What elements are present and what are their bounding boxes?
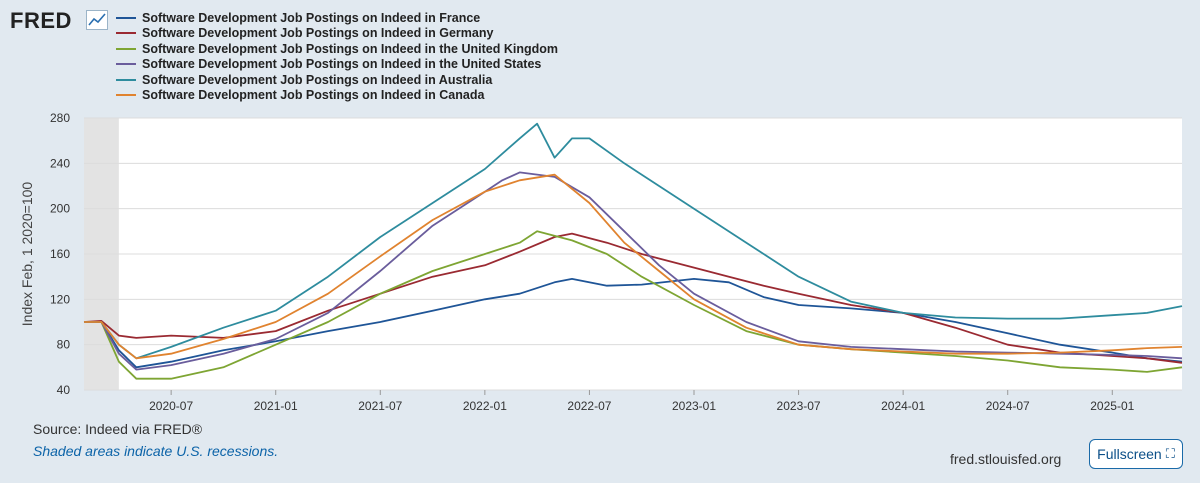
series-line [84, 277, 1183, 369]
y-tick-label: 200 [50, 202, 70, 216]
legend-item[interactable]: Software Development Job Postings on Ind… [116, 10, 558, 26]
series-line [84, 173, 1183, 360]
x-tick-label: 2023-07 [777, 399, 821, 413]
legend-label: Software Development Job Postings on Ind… [142, 72, 493, 87]
y-axis-label: Index Feb, 1 2020=100 [19, 182, 35, 327]
legend-label: Software Development Job Postings on Ind… [142, 41, 558, 56]
y-tick-label: 280 [50, 111, 70, 125]
legend-swatch [116, 47, 136, 50]
fullscreen-button[interactable]: Fullscreen ⛶ [1089, 439, 1183, 469]
recession-note: Shaded areas indicate U.S. recessions. [33, 443, 279, 459]
source-text: Source: Indeed via FRED® [33, 421, 203, 437]
chart-legend: Software Development Job Postings on Ind… [116, 10, 558, 103]
x-tick-label: 2024-07 [986, 399, 1030, 413]
x-tick-label: 2020-07 [149, 399, 193, 413]
legend-item[interactable]: Software Development Job Postings on Ind… [116, 41, 558, 57]
x-tick-label: 2024-01 [881, 399, 925, 413]
legend-label: Software Development Job Postings on Ind… [142, 88, 485, 103]
legend-item[interactable]: Software Development Job Postings on Ind… [116, 57, 558, 73]
series-line [84, 230, 1183, 380]
x-tick-label: 2021-07 [358, 399, 402, 413]
y-tick-label: 80 [57, 338, 71, 352]
graph-icon [86, 10, 108, 30]
legend-swatch [116, 16, 136, 19]
legend-swatch [116, 63, 136, 66]
legend-label: Software Development Job Postings on Ind… [142, 10, 481, 25]
legend-item[interactable]: Software Development Job Postings on Ind… [116, 72, 558, 88]
legend-item[interactable]: Software Development Job Postings on Ind… [116, 26, 558, 42]
fullscreen-label: Fullscreen [1097, 446, 1162, 462]
legend-label: Software Development Job Postings on Ind… [142, 57, 542, 72]
expand-icon: ⛶ [1165, 446, 1175, 461]
legend-swatch [116, 94, 136, 97]
y-tick-label: 40 [57, 383, 71, 397]
x-tick-label: 2022-01 [463, 399, 507, 413]
legend-item[interactable]: Software Development Job Postings on Ind… [116, 88, 558, 104]
series-line [84, 122, 1183, 360]
x-tick-label: 2021-01 [254, 399, 298, 413]
y-tick-label: 160 [50, 247, 70, 261]
legend-swatch [116, 78, 136, 81]
x-tick-label: 2023-01 [672, 399, 716, 413]
x-tick-label: 2022-07 [567, 399, 611, 413]
y-tick-label: 240 [50, 156, 70, 170]
legend-swatch [116, 32, 136, 35]
y-tick-label: 120 [50, 292, 70, 306]
series-line [84, 171, 1183, 371]
site-link[interactable]: fred.stlouisfed.org [950, 451, 1062, 467]
line-chart: 40 80 120 160 200 240 280 2020-07 2021-01 2021-07… [19, 111, 1183, 413]
legend-label: Software Development Job Postings on Ind… [142, 26, 494, 41]
fred-logo[interactable]: FRED [10, 8, 72, 33]
x-tick-label: 2025-01 [1090, 399, 1134, 413]
